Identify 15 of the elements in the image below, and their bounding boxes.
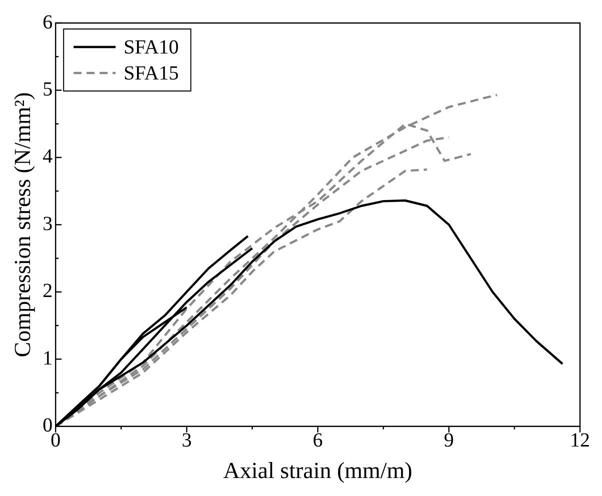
y-tick-label: 3 — [42, 212, 53, 235]
y-tick-label: 6 — [42, 11, 53, 34]
x-tick-label: 12 — [570, 430, 590, 452]
legend-label: SFA10 — [124, 36, 179, 58]
y-tick-label: 5 — [42, 78, 53, 100]
y-tick-label: 0 — [42, 414, 53, 437]
legend-label: SFA15 — [124, 62, 179, 84]
x-tick-label: 6 — [312, 430, 323, 452]
y-axis-title: Compression stress (N/mm²) — [10, 92, 35, 358]
y-tick-label: 1 — [42, 347, 53, 370]
x-tick-label: 3 — [182, 430, 192, 452]
y-tick-label: 2 — [42, 280, 53, 302]
x-axis-title: Axial strain (mm/m) — [223, 458, 412, 484]
x-tick-label: 9 — [444, 430, 454, 452]
y-tick-label: 4 — [42, 146, 53, 168]
